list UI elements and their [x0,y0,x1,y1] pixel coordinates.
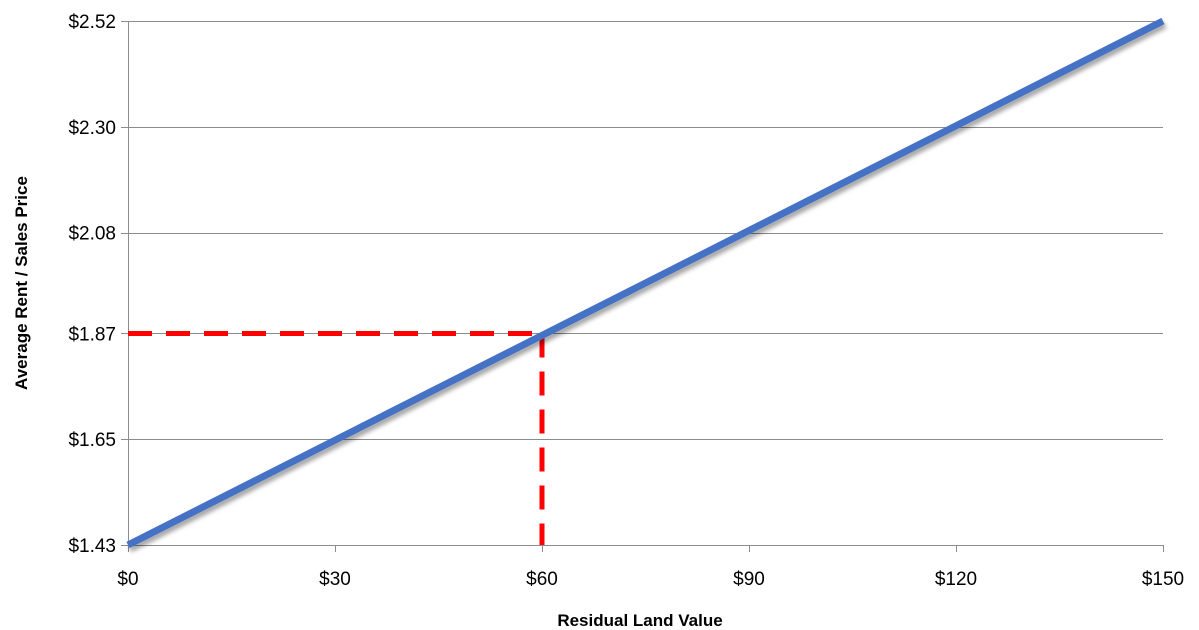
y-tick-label: $2.08 [68,224,116,245]
y-tick-labels: $1.43 $1.65 $1.87 $2.08 $2.30 $2.52 [68,12,116,557]
y-axis-title: Average Rent / Sales Price [12,176,31,390]
series [126,17,1165,549]
reference-lines [128,330,545,545]
x-tick-labels: $0 $30 $60 $90 $120 $150 [117,569,1184,590]
x-tick-label: $60 [526,569,558,590]
y-tick-label: $1.43 [68,536,116,557]
y-tick-label: $1.87 [68,324,116,345]
x-tick-label: $120 [935,569,977,590]
y-tick-label: $2.30 [68,118,116,139]
series-line [126,17,1165,549]
x-tick-label: $30 [319,569,351,590]
gridlines [128,21,1163,440]
x-axis-title: Residual Land Value [557,611,722,630]
y-tick-label: $2.52 [68,12,116,33]
y-tick-label: $1.65 [68,430,116,451]
axes [121,21,1164,552]
x-tick-label: $0 [117,569,138,590]
x-tick-label: $150 [1142,569,1184,590]
x-tick-label: $90 [733,569,765,590]
